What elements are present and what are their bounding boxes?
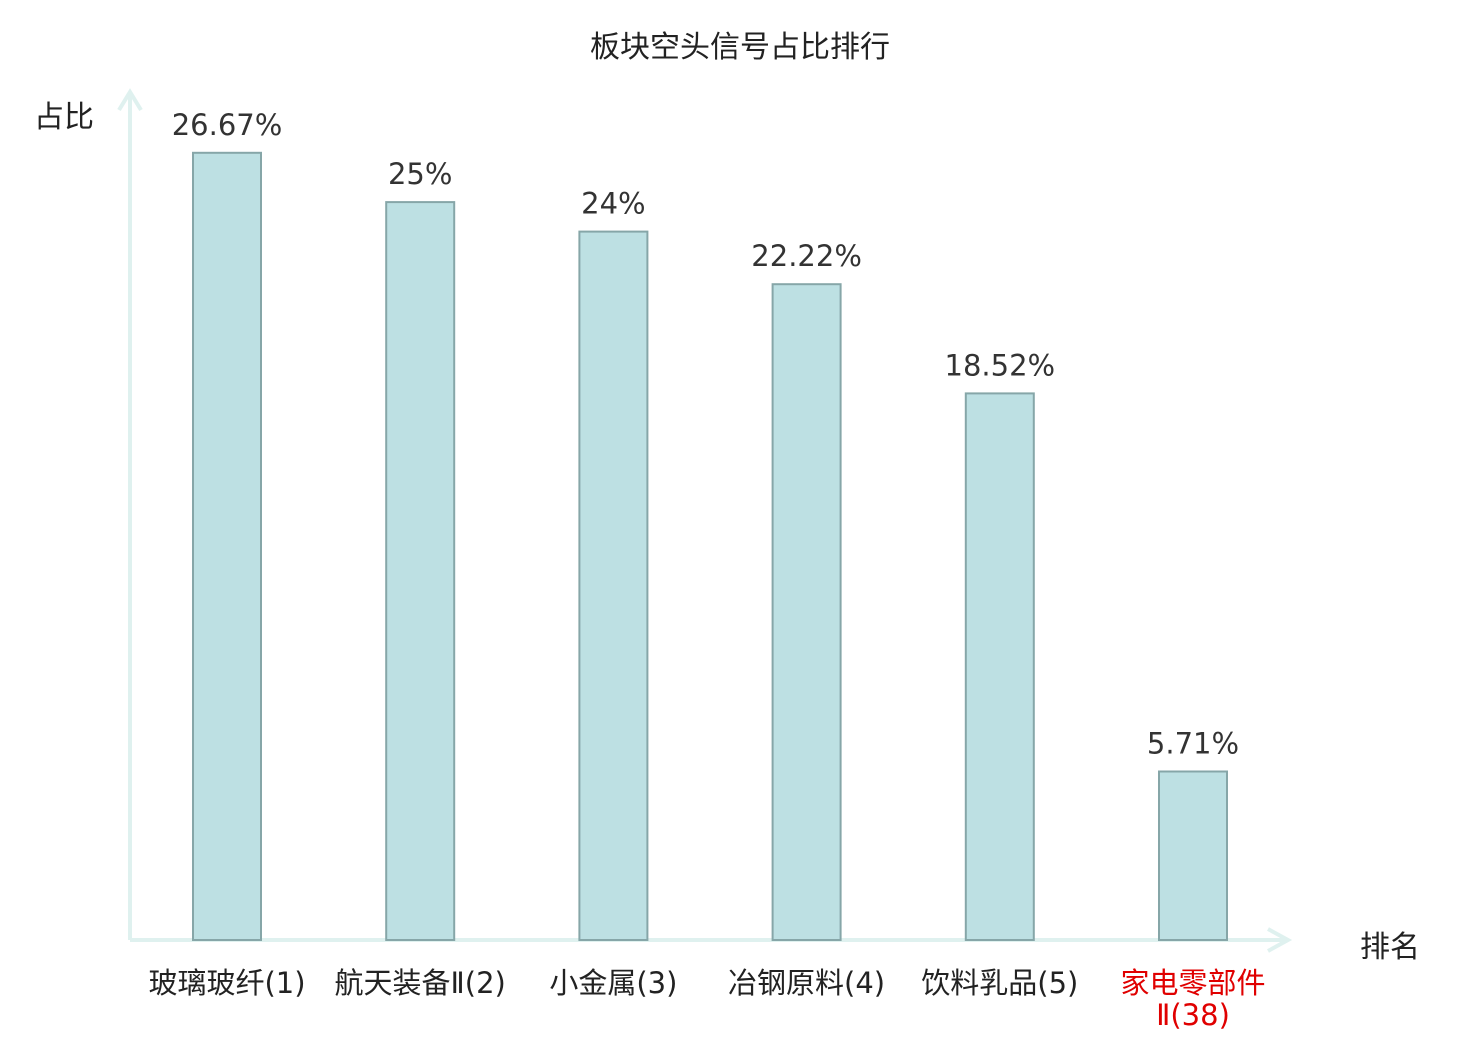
bar-5 bbox=[964, 392, 1035, 941]
bar-value-label: 24% bbox=[581, 187, 645, 221]
x-tick-label: 冶钢原料(4) bbox=[728, 966, 886, 1000]
bar-value-label: 5.71% bbox=[1147, 727, 1239, 761]
x-axis-label: 排名 bbox=[1360, 930, 1420, 965]
x-tick-label: 玻璃玻纤(1) bbox=[148, 966, 306, 1000]
x-tick-label: 饮料乳品(5) bbox=[921, 966, 1079, 1000]
x-tick-label: 家电零部件Ⅱ(38) bbox=[1120, 966, 1266, 1032]
bar-value-label: 25% bbox=[388, 157, 452, 191]
y-axis-arrow-icon bbox=[117, 88, 143, 112]
value-labels-group: 26.67% 25% 24% 22.22% 18.52% 5.71% bbox=[172, 108, 1239, 761]
bar-4 bbox=[771, 283, 842, 941]
x-tick-label: 航天装备Ⅱ(2) bbox=[334, 966, 506, 1000]
bar-1 bbox=[192, 151, 262, 942]
bar-value-label: 26.67% bbox=[172, 108, 283, 142]
bar-3 bbox=[578, 230, 649, 942]
x-tick-label: 小金属(3) bbox=[549, 966, 678, 1000]
bar-2 bbox=[385, 201, 456, 942]
x-axis-arrow-icon bbox=[1267, 927, 1293, 953]
bars-group bbox=[192, 151, 1228, 942]
y-axis-label: 占比 bbox=[34, 100, 94, 135]
bar-6 bbox=[1158, 770, 1228, 941]
axes bbox=[117, 88, 1293, 953]
bar-value-label: 22.22% bbox=[751, 239, 862, 273]
chart-title: 板块空头信号占比排行 bbox=[590, 30, 890, 65]
bar-value-label: 18.52% bbox=[945, 348, 1056, 382]
